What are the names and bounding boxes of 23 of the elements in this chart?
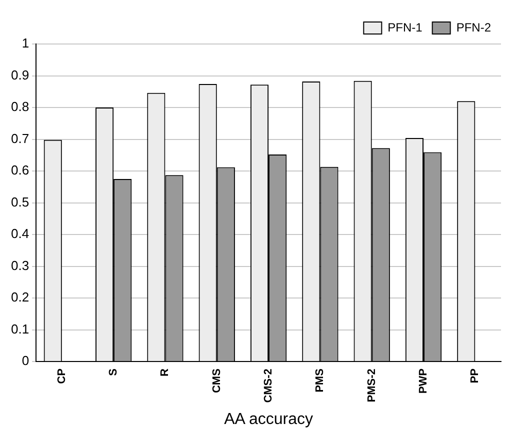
x-tick-label: PWP: [418, 368, 430, 394]
x-tick-label: CMS-2: [262, 368, 275, 403]
legend-label: PFN-2: [456, 20, 492, 34]
x-tick-label: PP: [469, 368, 482, 384]
x-tick-label: PMS-2: [366, 368, 378, 402]
x-tick-label: R: [159, 368, 172, 377]
y-tick-label: 1: [22, 36, 30, 51]
y-tick-label: 0.4: [10, 226, 30, 242]
y-tick-label: 0.8: [10, 99, 30, 114]
x-tick-label: CP: [56, 368, 68, 384]
x-tick-label: PMS: [314, 368, 326, 392]
y-tick-label: 0.2: [10, 290, 30, 305]
y-tick-label: 0.3: [10, 258, 30, 273]
x-tick-label: S: [108, 368, 120, 376]
x-axis-title: AA accuracy: [224, 410, 314, 428]
y-tick-label: 0.7: [10, 130, 30, 146]
y-tick-label: 0.1: [10, 321, 30, 336]
y-tick-label: 0: [22, 353, 30, 368]
y-tick-label: 0.5: [10, 194, 30, 210]
y-tick-label: 0.6: [10, 162, 30, 178]
x-tick-label: CMS: [210, 368, 223, 394]
legend-label: PFN-1: [388, 20, 423, 34]
y-tick-label: 0.9: [10, 67, 30, 82]
